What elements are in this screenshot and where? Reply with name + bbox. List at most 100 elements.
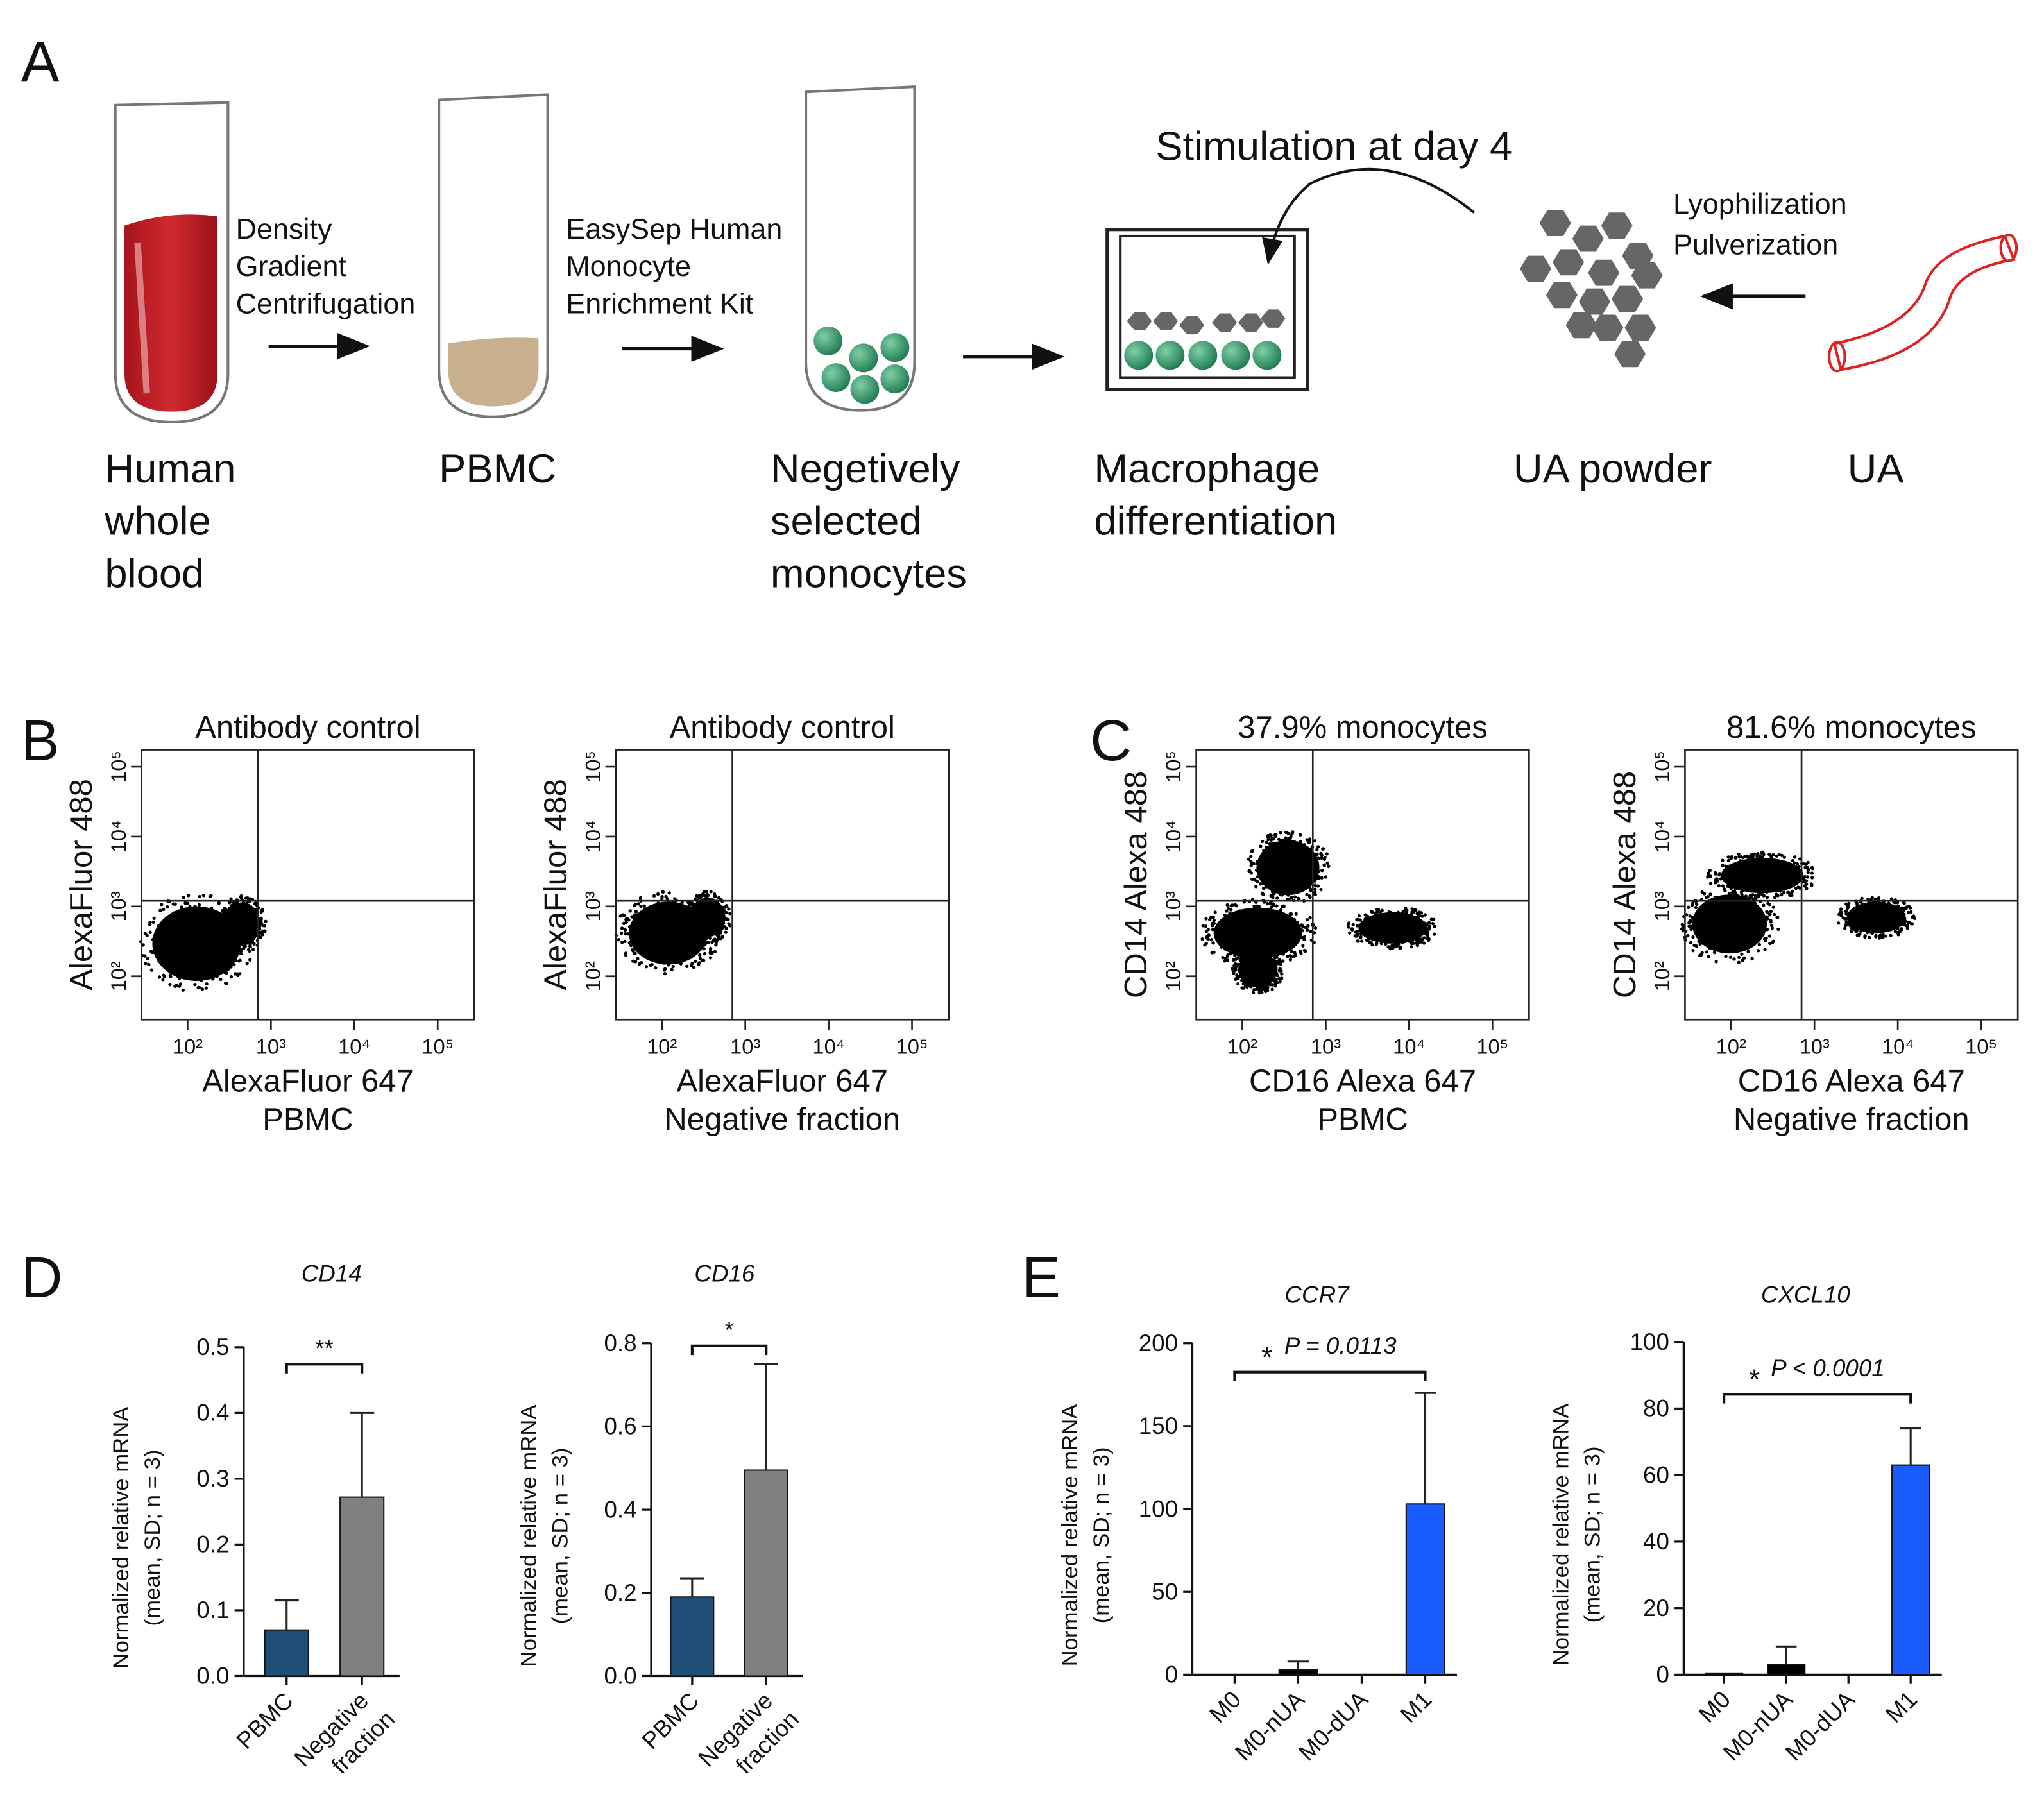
event-dot — [1844, 910, 1848, 913]
y-tick-label: 0.3 — [196, 1465, 229, 1492]
event-dot — [686, 921, 689, 924]
event-dot — [248, 958, 251, 962]
event-dot — [1297, 897, 1300, 900]
event-dot — [1358, 914, 1361, 917]
event-dot — [1757, 893, 1760, 896]
event-dot — [1775, 916, 1778, 919]
sample-label: Negative fraction — [1733, 1102, 1970, 1137]
event-dot — [1775, 855, 1778, 858]
event-dot — [1794, 887, 1798, 890]
y-tick-label: 10² — [1161, 961, 1185, 991]
event-dot — [186, 902, 189, 905]
event-dot — [1717, 884, 1721, 887]
event-dot — [1229, 904, 1232, 907]
event-dot — [728, 924, 731, 927]
flow-plot — [131, 750, 474, 1030]
y-tick-label: 10² — [1650, 961, 1674, 991]
event-dot — [1766, 901, 1769, 905]
step-label: UA powder — [1513, 447, 1712, 491]
event-dot — [1687, 906, 1690, 909]
event-dot — [1381, 909, 1384, 912]
event-dot — [1231, 967, 1234, 970]
event-dot — [1906, 921, 1909, 924]
event-dot — [149, 931, 152, 934]
x-tick-label: 10³ — [730, 1034, 760, 1058]
event-dot — [1270, 839, 1273, 842]
bar — [1406, 1504, 1444, 1674]
event-dot — [1313, 890, 1316, 894]
event-dot — [1868, 936, 1871, 939]
event-dot — [174, 903, 177, 906]
event-dot — [1258, 991, 1261, 994]
sample-label: PBMC — [1317, 1102, 1408, 1137]
event-dot — [634, 910, 638, 913]
event-dot — [1386, 945, 1390, 948]
event-dot — [698, 953, 701, 957]
event-dot — [1763, 948, 1766, 951]
event-dot — [714, 943, 717, 946]
event-dot — [197, 986, 200, 989]
y-tick-label: 0.0 — [196, 1663, 229, 1689]
event-dot — [1234, 957, 1238, 960]
event-dot — [1208, 918, 1211, 921]
y-tick-label: 100 — [1139, 1495, 1178, 1522]
event-dot — [1758, 943, 1761, 946]
event-dot — [1721, 858, 1724, 862]
event-dot — [1259, 844, 1262, 848]
event-dot — [238, 959, 241, 962]
event-dot — [1324, 875, 1327, 878]
event-dot — [1786, 890, 1789, 894]
event-cloud — [1238, 952, 1277, 987]
event-dot — [694, 934, 697, 937]
panel-label: E — [1022, 1246, 1060, 1310]
event-dot — [1266, 902, 1269, 905]
event-dot — [1723, 889, 1726, 892]
event-dot — [639, 905, 642, 908]
sample-label: PBMC — [262, 1102, 353, 1137]
event-dot — [246, 962, 249, 965]
y-tick-label: 0.5 — [196, 1334, 229, 1360]
y-axis-label: Normalized relative mRNA — [1549, 1403, 1574, 1666]
event-dot — [150, 969, 153, 972]
y-tick-label: 0.2 — [604, 1580, 636, 1606]
event-dot — [721, 935, 724, 939]
event-dot — [1762, 903, 1765, 907]
x-tick-label: PBMC — [232, 1687, 298, 1754]
event-dot — [695, 938, 698, 941]
event-dot — [1766, 896, 1769, 899]
y-axis-label: Normalized relative mRNA — [516, 1404, 541, 1667]
x-tick-label: 10³ — [1311, 1034, 1341, 1058]
event-dot — [620, 926, 624, 930]
y-tick-label: 0.4 — [604, 1496, 636, 1522]
event-dot — [1769, 919, 1772, 922]
event-dot — [1262, 887, 1265, 890]
event-dot — [1709, 882, 1712, 885]
event-dot — [1410, 945, 1413, 948]
arrow-label: Lyophilization — [1673, 187, 1847, 220]
event-dot — [1742, 957, 1746, 960]
event-dot — [1411, 907, 1414, 910]
event-dot — [1705, 950, 1708, 953]
event-dot — [1900, 928, 1903, 932]
event-dot — [1295, 912, 1298, 916]
event-dot — [1773, 896, 1776, 899]
y-tick-label: 0.0 — [604, 1663, 636, 1689]
event-dot — [629, 909, 632, 912]
event-dot — [1214, 910, 1217, 914]
event-dot — [1235, 904, 1238, 907]
event-dot — [1229, 908, 1232, 911]
sample-label: Negative fraction — [664, 1102, 900, 1137]
event-dot — [670, 968, 674, 971]
chart-title: CCR7 — [1284, 1281, 1350, 1308]
event-dot — [187, 894, 190, 897]
x-tick-label: 10⁴ — [1882, 1034, 1914, 1058]
event-dot — [1275, 904, 1278, 907]
event-dot — [1771, 853, 1775, 856]
event-dot — [1273, 833, 1277, 837]
event-dot — [1428, 924, 1431, 928]
event-dot — [1326, 862, 1329, 865]
event-dot — [1805, 879, 1808, 882]
event-dot — [1705, 896, 1708, 899]
event-dot — [1354, 930, 1358, 933]
bar — [265, 1630, 309, 1676]
